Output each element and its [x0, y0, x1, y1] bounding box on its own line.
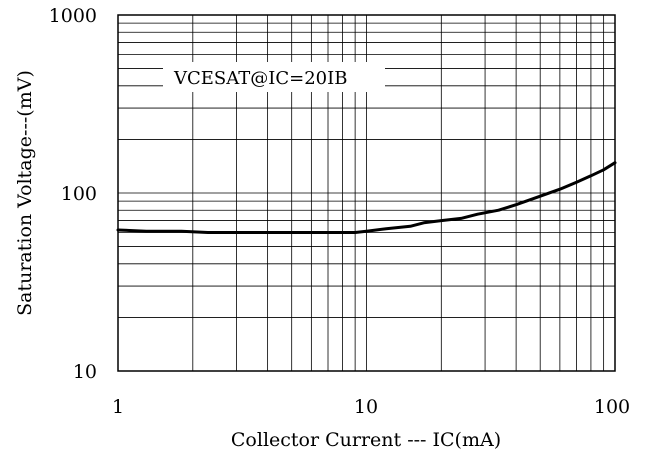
- annotation-label: VCESAT@IC=20IB: [173, 68, 347, 89]
- series-line-0: [116, 161, 617, 234]
- annotation-box: VCESAT@IC=20IB: [163, 62, 385, 92]
- y-tick-labels: 1000 100 10: [49, 5, 97, 383]
- plot-frame: [117, 14, 616, 372]
- y-tick-label: 10: [73, 361, 97, 383]
- y-axis-title: Saturation Voltage---(mV): [14, 70, 36, 316]
- x-tick-label: 1: [112, 396, 124, 418]
- x-tick-label: 100: [594, 396, 630, 418]
- y-tick-label: 1000: [49, 5, 97, 27]
- series-layer: [116, 161, 617, 234]
- x-axis-title: Collector Current --- IC(mA): [231, 429, 501, 451]
- y-tick-label: 100: [61, 183, 97, 205]
- annotation-background: [163, 62, 385, 92]
- x-tick-label: 10: [354, 396, 378, 418]
- x-tick-labels: 1 10 100: [112, 396, 630, 418]
